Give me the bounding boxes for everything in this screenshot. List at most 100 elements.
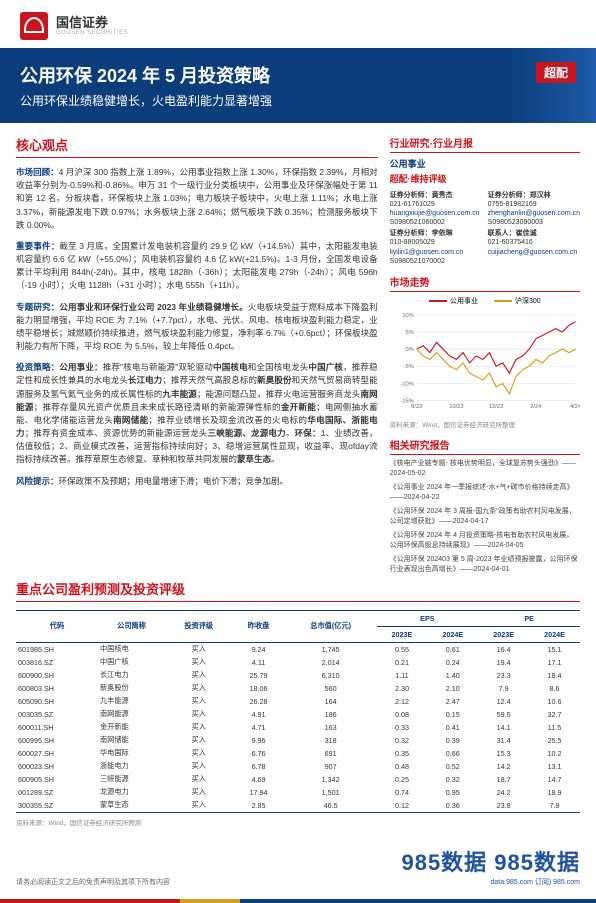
logo-cn: 国信证券: [56, 16, 128, 30]
th-pe24: 2024E: [529, 626, 580, 642]
table-cell: 0.41: [427, 721, 478, 734]
table-cell: 25.79: [232, 669, 284, 682]
table-cell: 600027.SH: [16, 747, 98, 760]
table-cell: 31.4: [478, 734, 529, 747]
table-cell: 18.9: [529, 786, 580, 799]
table-cell: 2.12: [377, 695, 428, 708]
stock: 长江电力: [128, 375, 162, 385]
legend-label: 公用事业: [450, 296, 478, 306]
market-review-label: 市场回顾：: [16, 167, 59, 177]
table-cell: 2.10: [427, 682, 478, 695]
svg-text:2/24: 2/24: [530, 404, 541, 410]
table-cell: 18.4: [529, 669, 580, 682]
analyst-block: 证券分析师：黄秀杰021-61761029huangxiujie@guosen.…: [390, 191, 482, 227]
txt: 和全国核电龙头: [248, 362, 309, 372]
table-cell: 1,501: [285, 786, 377, 799]
table-cell: 0.74: [377, 786, 428, 799]
table-cell: 1.40: [427, 669, 478, 682]
table-cell: 买入: [165, 708, 232, 721]
table-cell: 0.66: [427, 747, 478, 760]
trend-title: 市场走势: [390, 274, 580, 292]
svg-text:8/23: 8/23: [411, 404, 422, 410]
th-mktcap: 总市值(亿元): [285, 610, 377, 642]
svg-text:-5%: -5%: [403, 364, 413, 370]
table-cell: 691: [285, 747, 377, 760]
table-cell: 0.08: [377, 708, 428, 721]
th-pe23: 2023E: [478, 626, 529, 642]
table-cell: 华电国际: [98, 747, 165, 760]
table-cell: 6.78: [232, 760, 284, 773]
svg-text:5%: 5%: [405, 330, 413, 336]
risk-label: 风险提示：: [16, 476, 59, 486]
table-cell: 17.94: [232, 786, 284, 799]
table-cell: 南网能源: [98, 708, 165, 721]
table-cell: 1,745: [285, 642, 377, 656]
table-cell: 300355.SZ: [16, 799, 98, 813]
report-title: 公用环保 2024 年 5 月投资策略: [20, 62, 576, 88]
table-cell: 买入: [165, 786, 232, 799]
table-cell: 龙源电力: [98, 786, 165, 799]
th-name: 公司简称: [98, 610, 165, 642]
table-cell: 0.15: [427, 708, 478, 721]
page: 国信证券 GUOSEN SECURITIES 公用环保 2024 年 5 月投资…: [0, 0, 596, 903]
table-cell: 4.69: [232, 773, 284, 786]
table-cell: 浙能电力: [98, 760, 165, 773]
table-cell: 13.1: [529, 760, 580, 773]
table-cell: 买入: [165, 642, 232, 656]
table-cell: 001289.SZ: [16, 786, 98, 799]
table-cell: 0.95: [427, 786, 478, 799]
topic-para: 专题研究：公用事业和环保行业公司 2023 年业绩稳健增长。火电板块受益于燃料成…: [16, 301, 378, 354]
report-item: 《公用环保 2024 年 3 周报-国九条"政策有助农村风电发展，公司定增获批》…: [390, 507, 580, 528]
title-bar: 公用环保 2024 年 5 月投资策略 公用环保业绩稳健增长，火电盈利能力显著增…: [0, 48, 596, 123]
table-cell: 18.06: [232, 682, 284, 695]
table-source: 资料来源：Wind，国信证券经济研究所预测: [16, 817, 580, 827]
table-cell: 164: [285, 695, 377, 708]
logo-text: 国信证券 GUOSEN SECURITIES: [56, 16, 128, 37]
chart-svg: -15%-10%-5%0%5%10%8/2310/2312/232/244/24: [390, 310, 580, 415]
table-cell: 8.6: [529, 682, 580, 695]
table-cell: 25.5: [529, 734, 580, 747]
stock: 三峡能源、龙源电力: [208, 428, 286, 438]
table-cell: 0.32: [427, 773, 478, 786]
table-title: 重点公司盈利预测及投资评级: [16, 579, 580, 602]
risk-para: 风险提示：环保政策不及预期；用电量增速下滑；电价下滑；竞争加剧。: [16, 475, 378, 488]
table-cell: 0.21: [377, 656, 428, 669]
table-row: 300355.SZ蒙草生态买入2.8546.50.120.3623.87.9: [16, 799, 580, 813]
th-close: 昨收盘: [232, 610, 284, 642]
disclaimer: 请务必阅读正文之后的免责声明及其项下所有内容: [16, 877, 170, 887]
table-cell: 0.25: [377, 773, 428, 786]
analyst-block: 证券分析师：李依琳010-88005029liyilin1@guosen.com…: [390, 229, 482, 265]
svg-text:12/23: 12/23: [489, 404, 503, 410]
txt: ；推荐有资金成本、资源优势的新能源运营龙头: [25, 428, 208, 438]
core-views-title: 核心观点: [16, 135, 378, 158]
bar-navy: [240, 899, 596, 903]
table-cell: 0.35: [377, 747, 428, 760]
table-cell: 0.33: [377, 721, 428, 734]
table-cell: 560: [285, 682, 377, 695]
watermark-block: 985数据 985数据 data.985.com 订阅) 985.com: [401, 845, 580, 887]
txt: 推荐"核电与新能源"双轮驱动: [103, 362, 213, 372]
analyst-block: 联系人：崔佳诚021-60375416cuijiacheng@guosen.co…: [488, 229, 580, 265]
trend-chart: -15%-10%-5%0%5%10%8/2310/2312/232/244/24: [390, 310, 580, 415]
table-cell: 32.7: [529, 708, 580, 721]
table-cell: 0.32: [377, 734, 428, 747]
table-row: 601985.SH中国核电买入9.241,7450.550.6116.415.1: [16, 642, 580, 656]
svg-text:0%: 0%: [405, 347, 413, 353]
stock: 蒙草生态: [237, 454, 271, 464]
legend-swatch: [494, 300, 512, 302]
th-pe: PE: [478, 610, 580, 626]
rating-badge: 超配: [536, 62, 576, 83]
market-review-para: 市场回顾：4 月沪深 300 指数上涨 1.89%，公用事业指数上涨 1.30%…: [16, 166, 378, 232]
legend-item: 沪深300: [494, 296, 541, 306]
table-cell: 19.4: [478, 656, 529, 669]
svg-text:-10%: -10%: [400, 381, 413, 387]
th-eps: EPS: [377, 610, 479, 626]
table-cell: 18.7: [478, 773, 529, 786]
table-cell: 三峡能源: [98, 773, 165, 786]
chart-source: 资料来源：Wind，国信证券经济研究所整理: [390, 419, 580, 429]
table-head: 代码 公司简称 投资评级 昨收盘 总市值(亿元) EPS PE 2023E 20…: [16, 610, 580, 642]
table-cell: 4.91: [232, 708, 284, 721]
table-cell: 九丰能源: [98, 695, 165, 708]
th-rating: 投资评级: [165, 610, 232, 642]
txt: ；推荐业绩增长及现金流改善的火电标的: [148, 415, 307, 425]
